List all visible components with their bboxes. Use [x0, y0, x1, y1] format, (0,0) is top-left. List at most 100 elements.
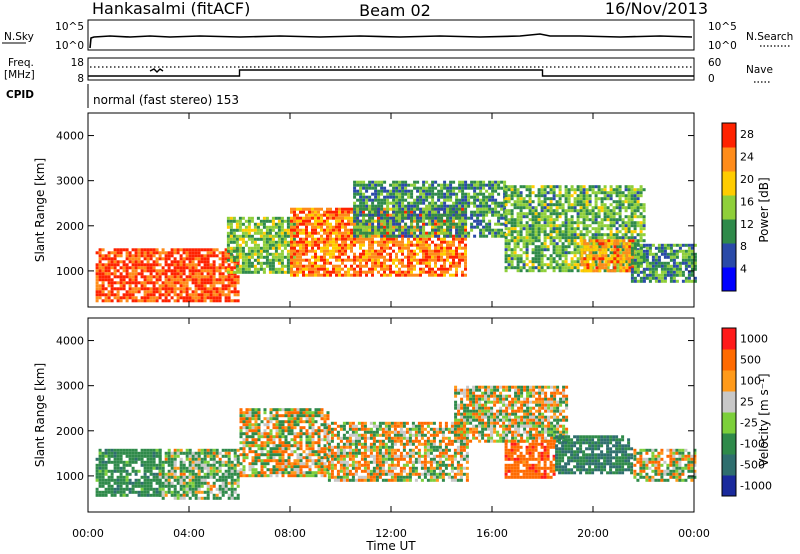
velocity-echo-cell [188, 481, 192, 485]
power-echo-cell [283, 255, 287, 259]
velocity-echo-cell [98, 469, 102, 473]
power-echo-cell [428, 264, 431, 268]
power-echo-cell [482, 186, 486, 190]
power-echo-cell [271, 219, 275, 223]
velocity-echo-cell [194, 457, 198, 461]
power-echo-cell [595, 239, 599, 243]
power-echo-cell [386, 219, 390, 223]
power-echo-cell [332, 231, 335, 235]
power-echo-cell [244, 252, 248, 256]
power-echo-cell [615, 212, 619, 216]
power-echo-cell [353, 189, 357, 193]
power-echo-cell [338, 210, 341, 214]
power-echo-cell [552, 209, 556, 213]
power-echo-cell [597, 230, 601, 234]
power-echo-cell [200, 299, 204, 303]
power-echo-cell [534, 218, 538, 222]
power-echo-cell [507, 188, 511, 192]
power-echo-cell [368, 240, 371, 244]
power-echo-cell [344, 237, 347, 241]
power-echo-cell [392, 228, 396, 232]
power-echo-cell [449, 195, 453, 199]
power-echo-cell [146, 293, 150, 297]
power-echo-cell [449, 216, 453, 220]
power-echo-cell [591, 188, 595, 192]
power-echo-cell [212, 272, 216, 276]
power-echo-cell [440, 189, 444, 193]
power-echo-cell [170, 248, 174, 252]
power-echo-cell [410, 183, 414, 187]
velocity-echo-cell [167, 469, 171, 473]
velocity-echo-cell [143, 478, 147, 482]
power-echo-cell [570, 269, 574, 273]
power-echo-cell [507, 212, 511, 216]
velocity-echo-cell [182, 472, 186, 476]
power-echo-cell [555, 260, 559, 264]
power-echo-cell [606, 194, 610, 198]
power-echo-cell [612, 191, 616, 195]
velocity-echo-cell [158, 478, 162, 482]
velocity-echo-cell [233, 496, 237, 500]
power-echo-cell [666, 273, 670, 277]
power-echo-cell [428, 183, 432, 187]
power-echo-cell [600, 200, 604, 204]
power-echo-cell [262, 216, 266, 220]
power-echo-cell [158, 290, 162, 294]
power-colorbar-tick: 24 [740, 151, 754, 164]
velocity-echo-cell [179, 496, 183, 500]
power-echo-cell [365, 195, 369, 199]
velocity-echo-cell [149, 448, 153, 452]
power-echo-cell [200, 254, 204, 258]
power-echo-cell [669, 243, 673, 247]
power-echo-cell [558, 191, 562, 195]
power-echo-cell [235, 234, 239, 238]
power-echo-cell [290, 240, 293, 244]
power-colorbar-label: Power [dB] [757, 177, 771, 242]
power-echo-cell [431, 255, 434, 259]
power-echo-cell [140, 263, 144, 267]
power-echo-cell [690, 273, 694, 277]
power-echo-cell [158, 275, 162, 279]
power-echo-cell [329, 237, 332, 241]
power-echo-cell [176, 275, 180, 279]
power-echo-cell [290, 231, 293, 235]
power-echo-cell [250, 249, 254, 253]
power-echo-cell [452, 189, 456, 193]
power-echo-cell [173, 299, 177, 303]
power-echo-cell [687, 252, 691, 256]
power-echo-cell [344, 207, 347, 211]
velocity-echo-cell [98, 481, 102, 485]
power-echo-cell [197, 293, 201, 297]
power-echo-cell [206, 269, 210, 273]
power-echo-cell [161, 266, 165, 270]
power-echo-cell [672, 252, 676, 256]
power-echo-cell [392, 189, 396, 193]
power-echo-cell [244, 234, 248, 238]
power-echo-cell [395, 273, 398, 277]
power-echo-cell [573, 251, 577, 255]
power-echo-cell [253, 222, 257, 226]
power-echo-cell [567, 245, 571, 249]
power-echo-cell [407, 225, 411, 229]
power-echo-cell [519, 197, 523, 201]
power-echo-cell [374, 183, 378, 187]
power-echo-cell [639, 236, 643, 240]
power-echo-cell [356, 234, 360, 238]
velocity-echo-cell [221, 460, 225, 464]
power-echo-cell [588, 200, 592, 204]
velocity-echo-cell [209, 454, 213, 458]
power-echo-cell [280, 258, 284, 262]
velocity-echo-cell [212, 472, 216, 476]
power-echo-cell [371, 228, 375, 232]
power-echo-cell [678, 246, 682, 250]
velocity-echo-cell [191, 451, 195, 455]
power-echo-cell [573, 239, 577, 243]
power-echo-cell [630, 209, 634, 213]
power-echo-cell [95, 287, 99, 291]
power-echo-cell [446, 249, 449, 253]
power-echo-cell [167, 266, 171, 270]
power-echo-cell [335, 231, 338, 235]
power-colorbar-swatch [722, 243, 736, 268]
power-echo-cell [510, 239, 514, 243]
